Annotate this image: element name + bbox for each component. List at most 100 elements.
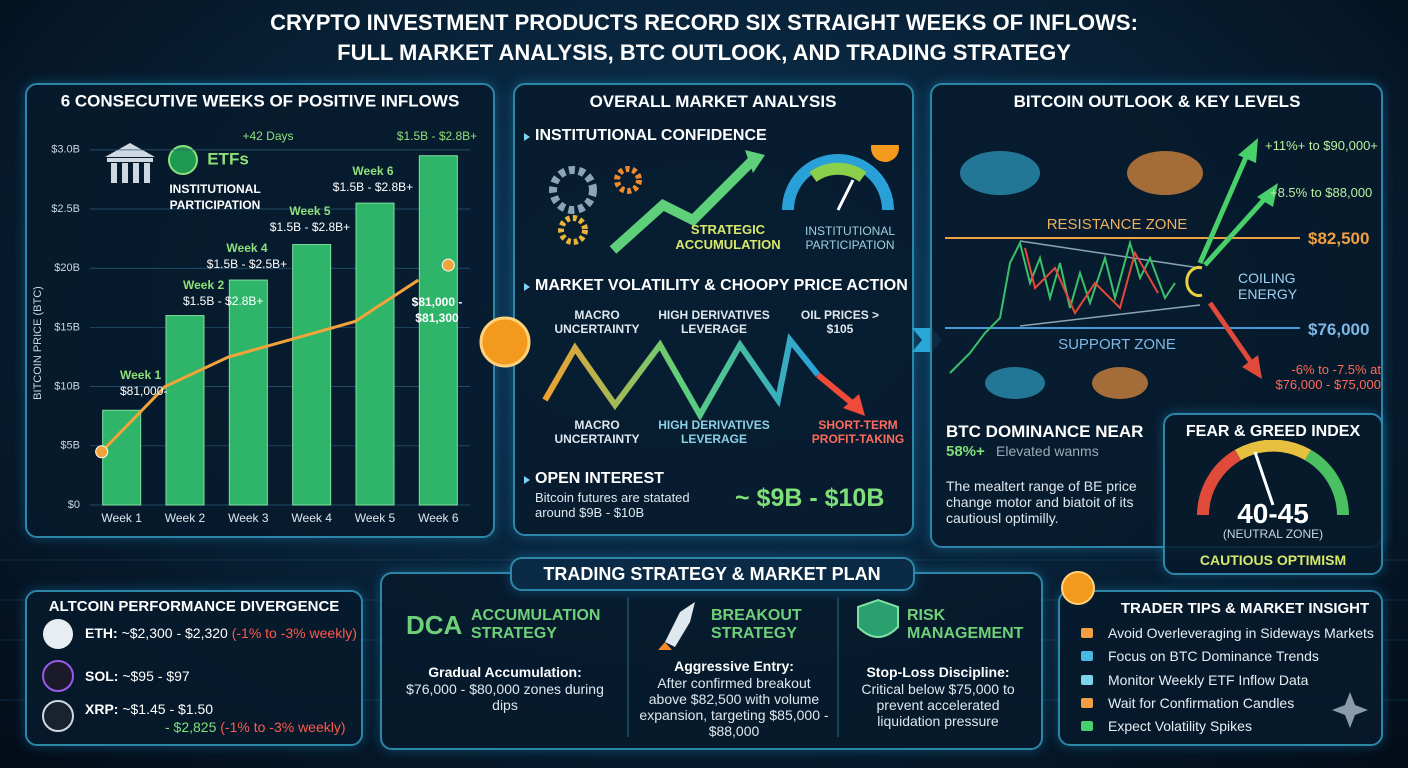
altcoin-row: - $2,825 (-1% to -3% weekly) [165, 719, 346, 735]
altcoin-row: ETH: ~$2,300 - $2,320 (-1% to -3% weekly… [85, 625, 357, 641]
annotation: $81,300 [415, 311, 459, 325]
coin-price: ~$1.45 - $1.50 [122, 701, 214, 717]
y-tick-label: $2.5B [51, 203, 80, 215]
volatility-label: OIL PRICES > $105 [800, 308, 880, 336]
altcoin-row: XRP: ~$1.45 - $1.50 [85, 701, 213, 717]
annotation: $81,000- [120, 384, 167, 398]
annotation: $1.5B - $2.8B+ [333, 180, 413, 194]
y-tick-label: $0 [68, 499, 80, 511]
price-point [441, 258, 455, 272]
y-tick-label: $5B [60, 440, 80, 452]
section-heading: OPEN INTEREST [535, 470, 664, 487]
volatility-label: MACRO UNCERTAINTY [554, 418, 640, 446]
bullet [524, 283, 530, 291]
volatility-zigzag [542, 333, 865, 422]
volatility-label: SHORT-TERM PROFIT-TAKING [811, 418, 905, 446]
page-title: FULL MARKET ANALYSIS, BTC OUTLOOK, AND T… [337, 40, 1071, 65]
x-tick-label: Week 2 [165, 511, 206, 525]
annotation: $1.5B - $2.5B+ [207, 257, 287, 271]
strategy-text: Critical below $75,000 to prevent accele… [861, 681, 1015, 729]
fear-greed-value: 40-45 [1237, 498, 1309, 529]
x-tick-label: Week 4 [291, 511, 332, 525]
panel-title: TRADER TIPS & MARKET INSIGHT [1120, 600, 1370, 617]
strategy-subheading: Aggressive Entry: [674, 658, 794, 674]
dominance-text: The mealtert range of BE price change mo… [946, 478, 1137, 526]
tip-item: Wait for Confirmation Candles [1108, 694, 1295, 711]
strategy-heading: RISK MANAGEMENT [907, 607, 1024, 642]
strategy-heading: BREAKOUT STRATEGY [711, 607, 802, 642]
upside-target: +11%+ to $90,000+ [1265, 138, 1378, 153]
annotation: PARTICIPATION [170, 198, 261, 212]
annotation: $81,000 - [412, 295, 463, 309]
y-tick-label: $3.0B [51, 144, 80, 156]
coin-price: ~$2,300 - $2,320 [121, 625, 228, 641]
bar [102, 409, 142, 506]
x-tick-label: Week 1 [101, 511, 142, 525]
price-point [95, 445, 109, 459]
dominance-note: Elevated wanms [996, 443, 1099, 459]
strategy-decor [627, 597, 899, 737]
inflow-chart: 6 CONSECUTIVE WEEKS OF POSITIVE INFLOWS … [32, 91, 477, 525]
tip-item: Expect Volatility Spikes [1108, 718, 1252, 735]
bar [165, 315, 205, 506]
x-tick-label: Week 6 [418, 511, 459, 525]
fear-greed-caption: CAUTIOUS OPTIMISM [1199, 552, 1347, 568]
annotation: Week 6 [352, 164, 393, 178]
open-interest-text: Bitcoin futures are statated around $9B … [535, 490, 690, 520]
coin-name: SOL: [85, 668, 119, 684]
section-heading: MARKET VOLATILITY & CHOOPY PRICE ACTION [535, 277, 908, 294]
y-tick-label: $15B [54, 321, 80, 333]
panel-title: BITCOIN OUTLOOK & KEY LEVELS [1013, 92, 1301, 111]
coin-price: ~$95 - $97 [122, 668, 190, 684]
annotation: ETFs [207, 149, 249, 168]
confidence-illustration [549, 145, 899, 254]
strategy-heading: ACCUMULATION STRATEGY [471, 607, 601, 642]
annotation: $1.5B - $2.8B+ [270, 220, 350, 234]
dominance-heading: BTC DOMINANCE NEAR [946, 422, 1144, 441]
dominance-value: 58%+ [946, 443, 985, 460]
etf-icon [105, 143, 198, 183]
coin-extra: - $2,825 [165, 719, 217, 735]
resistance-label: RESISTANCE ZONE [1046, 216, 1188, 233]
coin-change: (-1% to -3% weekly) [231, 625, 357, 641]
key-levels-illustration [945, 138, 1300, 399]
annotation: $1.5B - $2.8B+ [397, 129, 477, 143]
sparkle [1332, 692, 1368, 728]
x-tick-label: Week 5 [355, 511, 396, 525]
annotation: INSTITUTIONAL [169, 182, 260, 196]
dca-icon: DCA [406, 610, 463, 640]
tip-icon [1081, 721, 1093, 732]
tip-icon [1081, 628, 1093, 638]
btc-coin [1061, 571, 1095, 605]
bar [355, 202, 395, 506]
coin-change: (-1% to -3% weekly) [220, 719, 346, 735]
panel-title: ALTCOIN PERFORMANCE DIVERGENCE [48, 598, 340, 615]
open-interest-value: ~ $9B - $10B [735, 484, 885, 512]
price-line [100, 278, 420, 453]
panel-title: OVERALL MARKET ANALYSIS [589, 92, 837, 111]
tip-item: Focus on BTC Dominance Trends [1108, 648, 1319, 665]
section-heading: INSTITUTIONAL CONFIDENCE [535, 127, 767, 144]
altcoin-panel [25, 590, 363, 746]
tip-item: Monitor Weekly ETF Inflow Data [1108, 671, 1309, 688]
volatility-label: HIGH DERIVATIVES LEVERAGE [658, 418, 770, 446]
strategy-text: After confirmed breakout above $82,500 w… [639, 675, 829, 739]
fear-greed-gauge [1197, 440, 1349, 516]
coin-name: ETH: [85, 625, 118, 641]
resistance-level: $82,500 [1308, 229, 1370, 248]
confidence-label: STRATEGIC ACCUMULATION [675, 222, 781, 252]
downside-target: -6% to -7.5% at $76,000 - $75,000 [1275, 362, 1381, 392]
volatility-label: HIGH DERIVATIVES LEVERAGE [658, 308, 770, 336]
annotation: Week 2 [183, 278, 224, 292]
panel-title: TRADING STRATEGY & MARKET PLAN [543, 564, 881, 584]
annotation: Week 4 [226, 241, 267, 255]
coin-icons [42, 619, 74, 732]
bar [418, 155, 458, 506]
tip-icon [1081, 674, 1093, 685]
panel-title: FEAR & GREED INDEX [1185, 423, 1361, 440]
confidence-label: INSTITUTIONAL PARTICIPATION [804, 224, 895, 252]
annotation: +42 Days [242, 129, 293, 143]
annotation: Week 1 [120, 368, 161, 382]
